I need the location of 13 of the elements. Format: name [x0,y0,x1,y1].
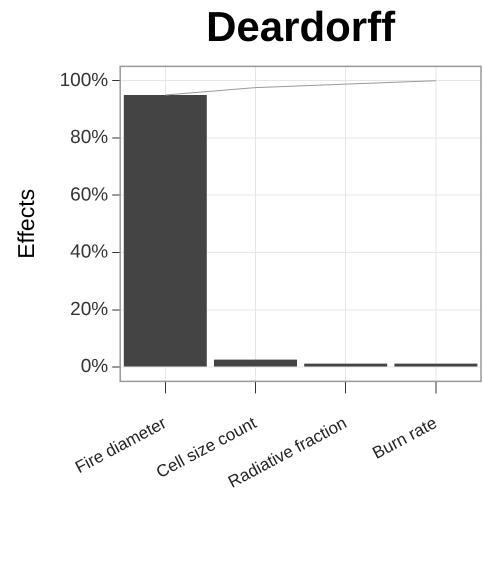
chart-title: Deardorff [206,2,396,50]
bar [304,364,388,367]
y-axis-title: Effects [13,188,40,259]
y-tick-label: 0% [80,356,108,378]
bar [124,95,207,367]
bar [394,364,478,367]
y-tick-label: 40% [70,242,108,263]
y-tick-label: 100% [60,70,108,91]
y-tick-label: 20% [70,298,108,320]
x-tick-label: Burn rate [369,413,440,463]
bar [214,360,297,367]
y-tick-label: 60% [70,184,108,206]
y-tick-label: 80% [70,127,108,148]
